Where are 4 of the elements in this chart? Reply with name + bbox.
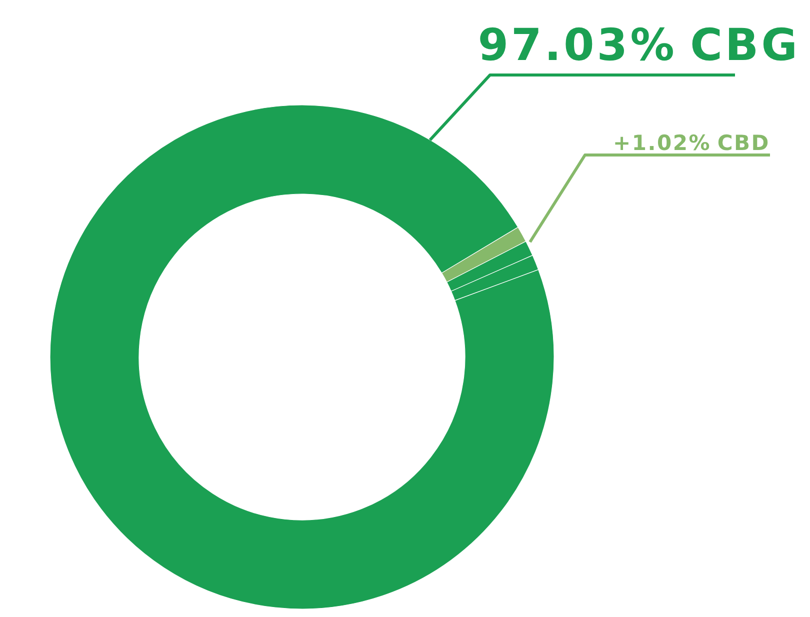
data-label: +1.02% [613, 131, 712, 155]
slice-label: CBD [717, 131, 770, 155]
slice-label: CBG [690, 20, 800, 71]
data-label: 97.03% [478, 20, 677, 71]
